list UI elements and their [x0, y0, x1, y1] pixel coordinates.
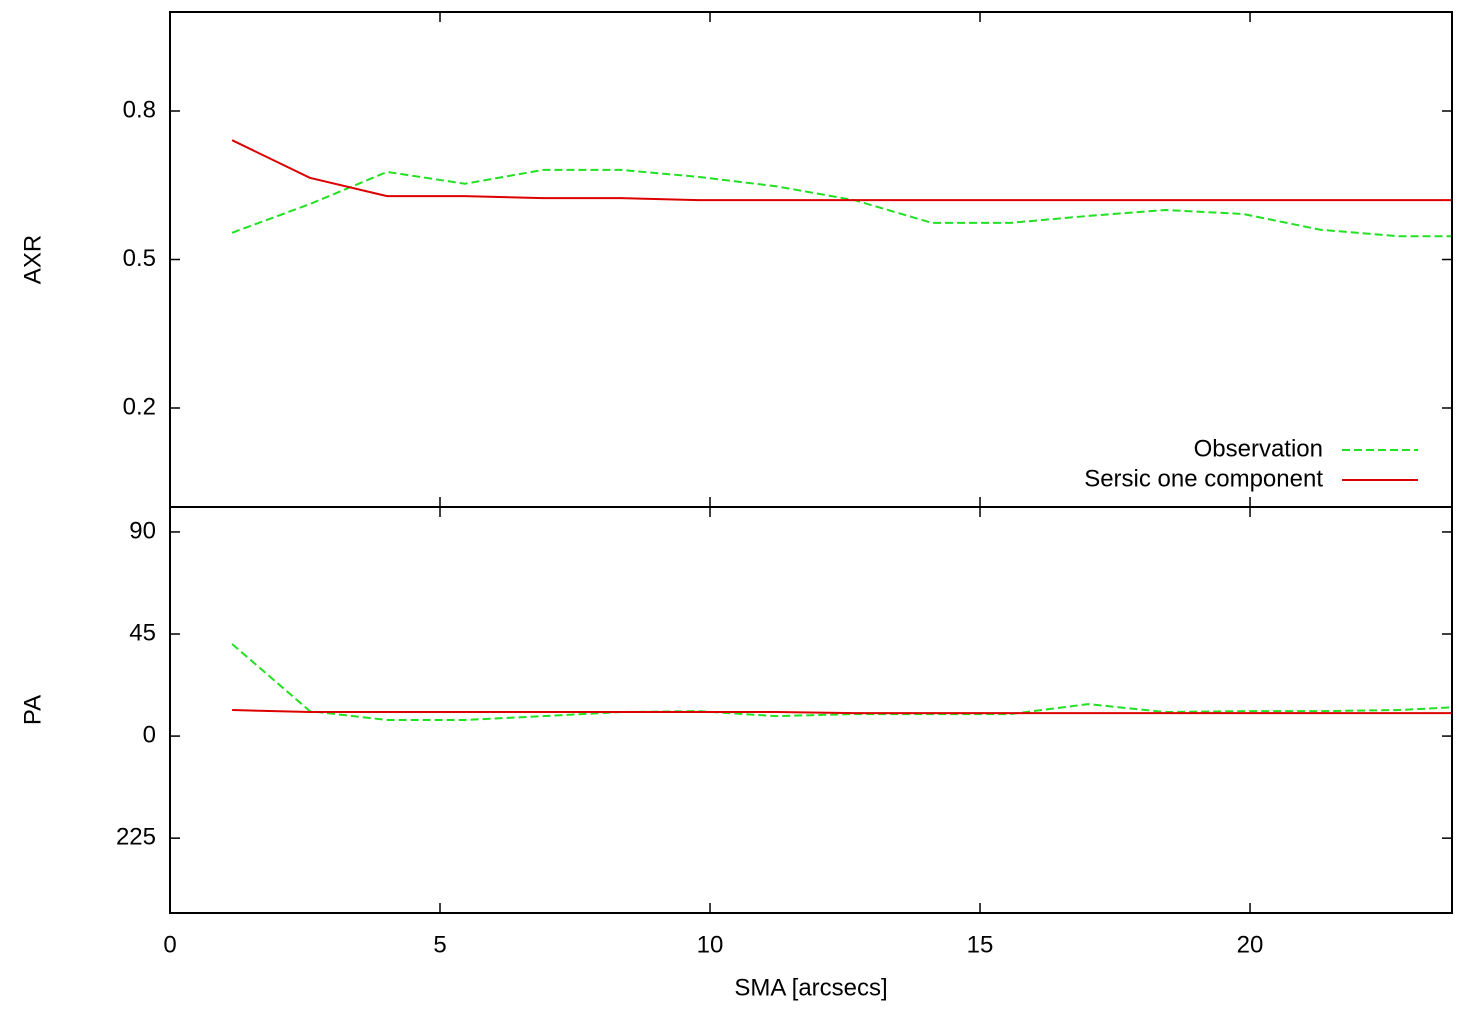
y-tick-label: 0.8	[123, 96, 156, 123]
y-tick-label: 0.5	[123, 245, 156, 272]
series-line	[232, 709, 1452, 715]
legend-label: Observation	[1194, 435, 1323, 462]
x-tick-label: 5	[433, 931, 446, 958]
x-axis-label: SMA [arcsecs]	[734, 974, 887, 1001]
x-tick-label: 15	[967, 931, 994, 958]
series-line	[231, 643, 1452, 721]
y-tick-label: 0.2	[123, 393, 156, 420]
y-tick-label: 45	[129, 619, 156, 646]
plot-area	[231, 139, 1452, 238]
legend-label: Sersic one component	[1084, 465, 1323, 492]
y-tick-label: 225	[116, 823, 156, 850]
y-tick-label: 90	[129, 517, 156, 544]
x-tick-label: 10	[697, 931, 724, 958]
plot-frame	[169, 506, 1453, 914]
series-line	[231, 139, 1452, 202]
series-line	[231, 168, 1452, 238]
y-axis-label: AXR	[19, 235, 46, 284]
y-tick-label: 0	[143, 721, 156, 748]
x-tick-label: 0	[163, 931, 176, 958]
x-tick-label: 20	[1237, 931, 1264, 958]
y-axis-label: PA	[19, 695, 46, 725]
plot-frame	[169, 11, 1453, 508]
plot-area	[231, 643, 1452, 721]
